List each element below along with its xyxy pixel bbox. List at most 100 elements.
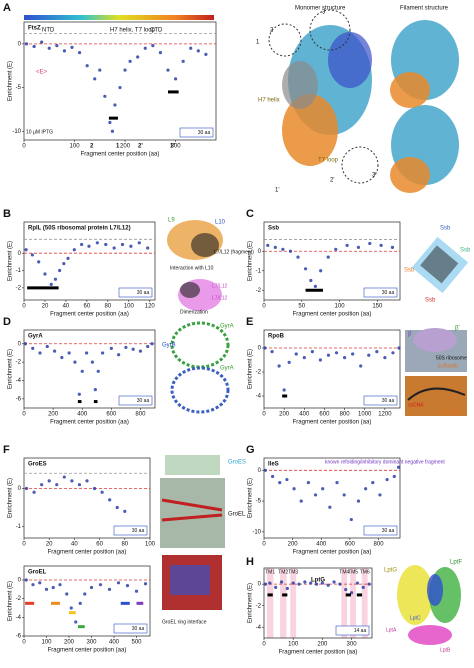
data-point [303,580,307,584]
data-point [49,282,53,286]
structure-image [160,455,225,610]
data-point [359,364,363,368]
label: L7/L12 [212,295,228,301]
plot-frame [263,457,401,539]
y-tick-label: 0 [18,41,22,47]
y-axis-label: Enrichment (E) [248,478,254,518]
y-tick-label: -10 [12,129,21,135]
data-point [285,477,289,482]
data-point [270,350,274,354]
data-point [319,269,323,273]
y-tick-label: -2 [256,370,262,376]
annotation: 2' [138,144,143,150]
data-point [342,356,347,360]
label: LptF [450,560,462,566]
data-point [166,68,170,72]
data-point [367,353,371,357]
x-tick-label: 200 [120,144,131,150]
data-point [391,351,395,355]
data-point [32,44,36,49]
data-point [371,481,375,485]
data-point [131,347,135,351]
data-point [367,582,371,586]
data-point [89,585,94,590]
x-tick-label: 100 [335,304,346,310]
label: LptB [440,647,451,653]
region-bar [108,116,118,120]
panel-letter: G [246,444,255,456]
y-tick-label: 0 [258,468,262,474]
data-point [288,249,293,253]
label: β (RpoB) [440,409,460,415]
data-point [335,481,339,485]
data-point [77,483,82,487]
region-bar [267,593,273,597]
x-tick-label: 80 [104,304,111,310]
plot-frame [23,457,151,539]
data-point [98,68,102,72]
data-point [31,346,35,350]
y-axis-label: Enrichment (E) [8,349,14,389]
x-tick-label: 800 [135,412,146,418]
plot-frame [263,329,401,409]
y-tick-label: -4 [256,394,262,400]
data-point [62,475,66,479]
data-point [78,601,82,605]
label: GyrA [220,366,234,372]
data-point [189,46,193,50]
panel-letter: A [3,2,11,14]
data-point [143,46,147,50]
x-tick-label: 600 [106,412,117,418]
data-point [204,52,208,56]
data-point [297,582,301,586]
tm-band [290,568,297,638]
x-tick-label: 100 [41,640,52,646]
x-tick-label: 20 [42,304,49,310]
data-point [278,481,282,485]
data-point [53,277,58,281]
region-bar [78,625,85,629]
data-point [118,85,122,90]
data-point [112,246,116,250]
scale-label: 30 aa [137,398,150,404]
structure-image [405,328,467,416]
x-tick-label: 800 [374,542,385,548]
x-tick-label: 0 [22,412,26,418]
data-point [396,465,401,469]
annotation: known refolding/inhibitory dominant nega… [325,459,445,465]
x-axis-label: Fragment center position (aa) [50,312,129,318]
label: Interaction with L10 [170,265,214,271]
x-tick-label: 150 [372,304,383,310]
label: ssDNA [408,402,424,408]
data-point [77,50,82,55]
region-bar [93,400,98,404]
data-point [383,356,387,360]
panel-letter: D [3,316,11,328]
data-point [266,243,270,247]
y-tick-label: 0 [258,582,262,588]
x-tick-label: 100 [288,642,299,648]
data-point [72,248,76,252]
data-point [342,493,346,497]
scale-box [335,625,370,636]
label: L7/L12 [212,283,228,289]
data-point [40,483,44,487]
tm-band [350,568,356,638]
x-tick-label: 500 [131,640,142,646]
label: GroEL [228,512,246,518]
y-tick-label: -1 [16,268,22,274]
panel-letter: F [3,444,10,456]
data-point [123,509,127,513]
y-tick-label: -2 [256,603,262,609]
y-axis-label: Enrichment (E) [8,61,14,101]
chart-title: GyrA [28,334,43,340]
y-tick-label: -2 [256,288,262,294]
label: L9 [168,218,175,224]
data-point [129,244,133,248]
data-point [314,582,319,586]
y-tick-label: -6 [16,396,22,402]
data-point [306,481,310,485]
data-point [125,584,130,588]
y-tick-label: 0 [18,578,22,584]
data-point [146,344,150,349]
